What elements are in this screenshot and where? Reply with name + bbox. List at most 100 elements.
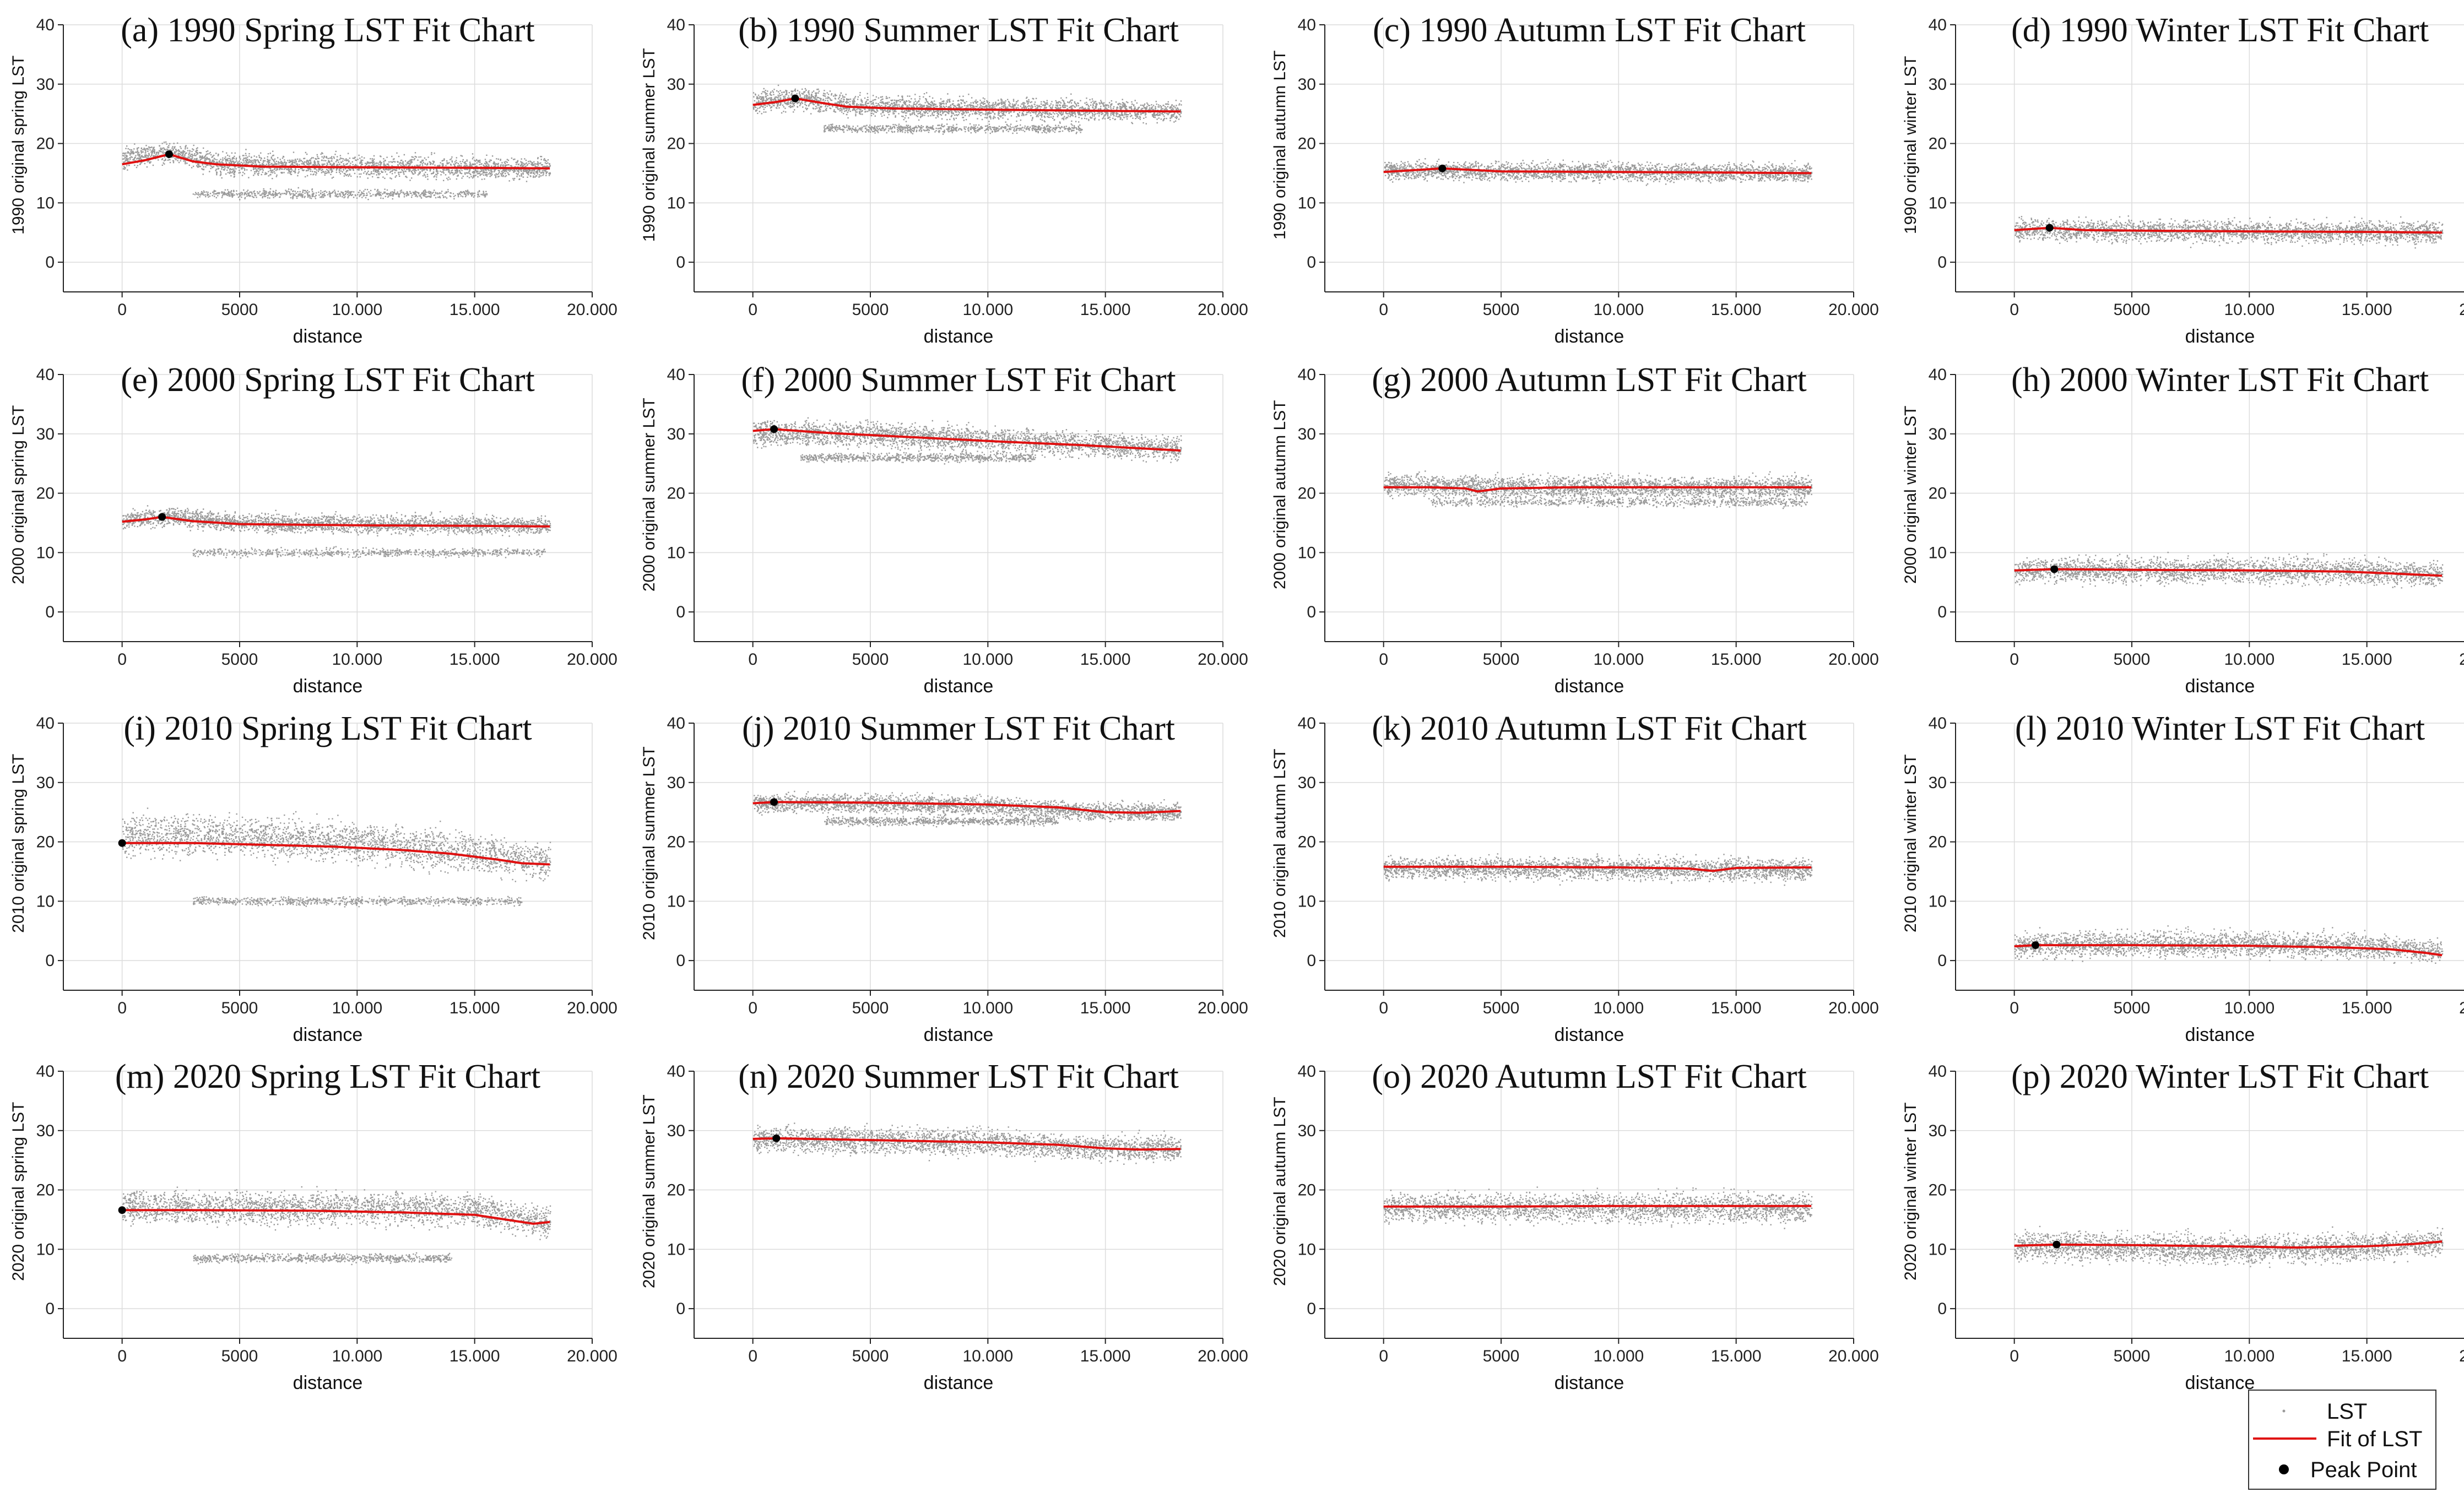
x-axis-label: distance: [1555, 676, 1624, 697]
y-tick-label: 10: [36, 194, 55, 212]
y-tick-label: 0: [1937, 603, 1947, 621]
peak-point: [2032, 941, 2040, 949]
panel-title: (p) 2020 Winter LST Fit Chart: [2011, 1058, 2429, 1095]
legend-peak-marker: [2279, 1464, 2289, 1474]
y-tick-label: 30: [667, 75, 685, 94]
lst-fit-line: [122, 1209, 550, 1225]
x-tick-label: 0: [748, 999, 757, 1017]
lst-scatter-points: [122, 1186, 551, 1266]
y-axis-label: 1990 original summer LST: [640, 48, 658, 242]
x-axis-label: distance: [1555, 1372, 1624, 1393]
y-axis-label: 2010 original summer LST: [640, 746, 658, 940]
y-tick-label: 40: [36, 1062, 55, 1081]
legend-label-peak: Peak Point: [2310, 1458, 2417, 1482]
y-tick-label: 30: [36, 425, 55, 443]
lst-scatter-points: [1383, 1186, 1813, 1229]
y-tick-label: 40: [1929, 1062, 1947, 1081]
x-tick-label: 15.000: [2342, 1347, 2392, 1365]
x-tick-label: 0: [2010, 301, 2019, 319]
y-tick-label: 40: [667, 366, 685, 384]
x-tick-label: 10.000: [332, 650, 382, 669]
x-tick-label: 5000: [2114, 650, 2151, 669]
x-tick-label: 10.000: [962, 1347, 1013, 1365]
panel-h: 0 5000 10.000 15.000 20.000 0 10 20 30 40 distance…: [1902, 361, 2464, 697]
y-tick-label: 10: [667, 194, 685, 212]
y-axis-label: 1990 original spring LST: [9, 56, 28, 235]
x-tick-label: 20.000: [1828, 1347, 1879, 1365]
x-tick-label: 15.000: [1080, 650, 1131, 669]
x-tick-label: 20.000: [567, 1347, 618, 1365]
x-tick-label: 0: [2010, 650, 2019, 669]
panel-p: 0 5000 10.000 15.000 20.000 0 10 20 30 40 distance…: [1902, 1058, 2464, 1393]
x-tick-label: 5000: [2114, 301, 2151, 319]
x-tick-label: 10.000: [2224, 650, 2275, 669]
x-axis-label: distance: [293, 326, 363, 347]
panel-title: (e) 2000 Spring LST Fit Chart: [121, 361, 534, 399]
panel-a: 0 5000 10.000 15.000 20.000 0 10 20 30 40 distance…: [9, 12, 618, 347]
x-axis-label: distance: [2185, 1372, 2255, 1393]
x-tick-label: 0: [1379, 1347, 1388, 1365]
panel-title: (n) 2020 Summer LST Fit Chart: [738, 1058, 1179, 1095]
y-tick-label: 40: [1298, 366, 1316, 384]
x-tick-label: 10.000: [962, 301, 1013, 319]
y-tick-label: 30: [667, 425, 685, 443]
x-tick-label: 20.000: [567, 650, 618, 669]
legend-label-fit: Fit of LST: [2327, 1427, 2422, 1451]
x-axis-label: distance: [2185, 676, 2255, 697]
x-tick-label: 10.000: [1593, 1347, 1644, 1365]
y-tick-label: 30: [1298, 774, 1316, 792]
y-axis-label: 1990 original winter LST: [1902, 56, 1920, 234]
x-tick-label: 0: [117, 301, 127, 319]
y-tick-label: 30: [36, 75, 55, 94]
y-tick-label: 30: [667, 1122, 685, 1140]
x-axis-label: distance: [2185, 1024, 2255, 1045]
x-tick-label: 5000: [2114, 1347, 2151, 1365]
y-axis-label: 2020 original autumn LST: [1271, 1097, 1289, 1286]
y-tick-label: 20: [1929, 833, 1947, 851]
x-tick-label: 5000: [2114, 999, 2151, 1017]
y-tick-label: 20: [1929, 485, 1947, 503]
panel-title: (g) 2000 Autumn LST Fit Chart: [1372, 361, 1806, 399]
x-tick-label: 20.000: [1198, 1347, 1248, 1365]
peak-point: [770, 425, 778, 433]
y-tick-label: 0: [45, 952, 55, 970]
legend-label-lst: LST: [2327, 1399, 2367, 1424]
y-tick-label: 20: [36, 1181, 55, 1200]
x-axis-label: distance: [924, 1024, 994, 1045]
x-tick-label: 20.000: [1828, 650, 1879, 669]
y-tick-label: 40: [1298, 1062, 1316, 1081]
x-tick-label: 10.000: [332, 301, 382, 319]
lst-fit-line: [1383, 486, 1812, 493]
x-tick-label: 5000: [852, 301, 889, 319]
peak-point: [2053, 1240, 2061, 1249]
y-axis-label: 2000 original autumn LST: [1271, 400, 1289, 589]
y-tick-label: 0: [676, 1300, 685, 1318]
x-tick-label: 20.000: [1198, 301, 1248, 319]
panel-n: 0 5000 10.000 15.000 20.000 0 10 20 30 40 distance…: [640, 1058, 1248, 1393]
peak-point: [772, 1134, 781, 1142]
y-axis-label: 2000 original summer LST: [640, 398, 658, 592]
peak-point: [158, 513, 166, 521]
y-tick-label: 20: [667, 485, 685, 503]
y-tick-label: 20: [1298, 135, 1316, 153]
x-tick-label: 5000: [1483, 301, 1520, 319]
lst-fit-line: [1383, 865, 1812, 872]
x-tick-label: 15.000: [450, 650, 500, 669]
lst-fit-line: [752, 801, 1181, 814]
panel-d: 0 5000 10.000 15.000 20.000 0 10 20 30 40 distance…: [1902, 12, 2464, 347]
x-tick-label: 20.000: [2459, 301, 2464, 319]
x-tick-label: 15.000: [1711, 650, 1762, 669]
panel-title: (o) 2020 Autumn LST Fit Chart: [1372, 1058, 1806, 1095]
x-axis-label: distance: [924, 676, 994, 697]
x-tick-label: 0: [2010, 999, 2019, 1017]
x-tick-label: 5000: [221, 1347, 258, 1365]
x-tick-label: 15.000: [2342, 650, 2392, 669]
x-tick-label: 15.000: [1080, 999, 1131, 1017]
panel-l: 0 5000 10.000 15.000 20.000 0 10 20 30 40 distance…: [1902, 710, 2464, 1045]
y-tick-label: 40: [667, 1062, 685, 1081]
lst-scatter-points: [753, 1122, 1182, 1165]
lst-fit-line: [752, 428, 1181, 452]
y-axis-label: 2000 original winter LST: [1902, 405, 1920, 584]
legend-lst-marker: [2282, 1409, 2286, 1413]
